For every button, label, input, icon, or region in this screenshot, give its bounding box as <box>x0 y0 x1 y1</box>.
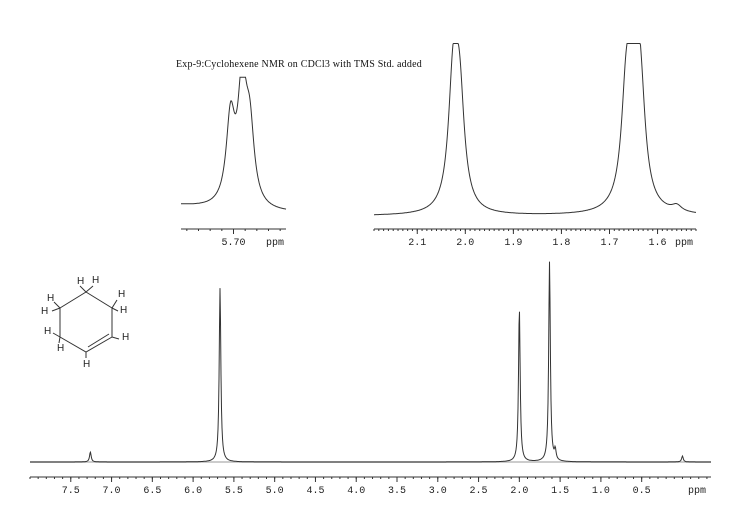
inset-vinyl-plot: 5.70 ppm <box>181 76 287 249</box>
main-spectrum-trace <box>30 261 711 463</box>
tick-label: 6.5 <box>143 486 161 497</box>
tick-label: 0.5 <box>633 486 651 497</box>
hydrogen-atom-label: H <box>44 326 51 337</box>
tick-label: 5.70 <box>221 238 245 249</box>
hydrogen-atom-label: H <box>120 305 127 316</box>
main-x-axis: 7.5 7.0 6.5 6.0 5.5 5.0 4.5 4.0 3.5 3.0 2.5 2.0 1.5 1… <box>29 476 711 497</box>
hydrogen-atom-label: H <box>92 275 99 286</box>
ring-bonds <box>59 291 113 353</box>
tick-label: 4.5 <box>306 486 324 497</box>
tick-label: 1.6 <box>649 238 667 249</box>
tick-label: 4.0 <box>347 486 365 497</box>
tick-label: 1.8 <box>552 238 570 249</box>
tick-label: 2.5 <box>470 486 488 497</box>
hydrogen-atom-label: H <box>41 306 48 317</box>
hydrogen-atom-label: H <box>83 359 90 370</box>
axis-unit-label: ppm <box>675 238 693 249</box>
inset-vinyl-axis: 5.70 ppm <box>181 228 286 249</box>
tick-label: 1.0 <box>592 486 610 497</box>
tick-label: 2.1 <box>408 238 426 249</box>
tick-label: 2.0 <box>510 486 528 497</box>
inset-aliphatic-axis: 2.1 2.0 1.9 1.8 1.7 1.6 ppm <box>373 228 697 249</box>
inset-aliphatic-plot: 2.1 2.0 1.9 1.8 1.7 1.6 ppm <box>373 43 697 249</box>
hydrogen-atom-label: H <box>77 276 84 287</box>
hydrogen-atom-label: H <box>118 289 125 300</box>
tick-label: 5.0 <box>266 486 284 497</box>
chart-title: Exp-9:Cyclohexene NMR on CDCl3 with TMS … <box>176 59 422 70</box>
tick-label: 5.5 <box>225 486 243 497</box>
tick-label: 2.0 <box>456 238 474 249</box>
tick-label: 3.0 <box>429 486 447 497</box>
inset-aliphatic-trace <box>374 43 696 216</box>
tick-label: 1.5 <box>551 486 569 497</box>
tick-label: 7.0 <box>103 486 121 497</box>
double-bond <box>87 333 110 348</box>
hydrogen-atom-label: H <box>47 293 54 304</box>
hydrogen-atom-label: H <box>57 343 64 354</box>
axis-unit-label: ppm <box>266 238 284 249</box>
tick-label: 3.5 <box>388 486 406 497</box>
tick-label: 1.9 <box>504 238 522 249</box>
tick-label: 7.5 <box>62 486 80 497</box>
main-spectrum-plot: 7.5 7.0 6.5 6.0 5.5 5.0 4.5 4.0 3.5 3.0 2.5 2.0 1.5 1… <box>29 261 711 497</box>
hydrogen-atom-label: H <box>122 332 129 343</box>
tick-label: 1.7 <box>600 238 618 249</box>
axis-unit-label: ppm <box>688 486 706 497</box>
tick-label: 6.0 <box>184 486 202 497</box>
cyclohexene-structure <box>51 285 120 358</box>
inset-vinyl-trace <box>181 76 287 210</box>
